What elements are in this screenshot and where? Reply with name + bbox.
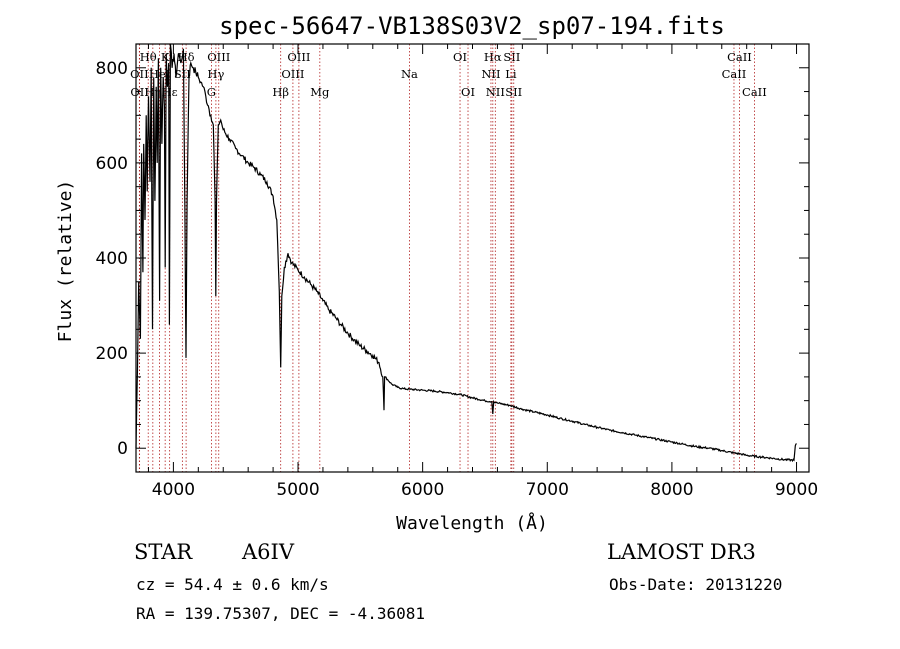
line-label: Hβ <box>272 85 289 99</box>
line-label: SII <box>503 50 520 64</box>
x-tick-label: 4000 <box>152 480 195 500</box>
line-label: OIII <box>207 50 230 64</box>
x-tick-label: 8000 <box>650 480 693 500</box>
line-label: Mg <box>310 85 330 99</box>
plot-frame <box>135 43 810 473</box>
line-label: OI <box>453 50 467 64</box>
line-label: K <box>161 50 170 64</box>
x-tick-label: 9000 <box>775 480 818 500</box>
x-tick-label: 5000 <box>276 480 319 500</box>
redshift-text: cz = 54.4 ± 0.6 km/s <box>136 575 329 594</box>
line-label: OIII <box>287 50 310 64</box>
line-label: OIII <box>281 67 304 81</box>
y-axis-label: Flux (relative) <box>55 180 76 343</box>
y-tick-label: 200 <box>96 344 128 364</box>
line-label: Li <box>505 67 517 81</box>
object-class: STAR <box>134 540 193 564</box>
x-tick-label: 6000 <box>401 480 444 500</box>
line-label: NII <box>481 67 500 81</box>
line-label: Hγ <box>207 67 224 81</box>
coordinates-text: RA = 139.75307, DEC = -4.36081 <box>136 604 425 623</box>
line-label: CaII <box>722 67 747 81</box>
y-tick-label: 400 <box>96 249 128 269</box>
y-tick-label: 800 <box>96 59 128 79</box>
line-label: OII <box>130 67 149 81</box>
line-label: CaII <box>742 85 767 99</box>
chart-title: spec-56647-VB138S03V2_sp07-194.fits <box>219 12 725 40</box>
x-axis-label: Wavelength (Å) <box>396 512 548 534</box>
spectrum-line <box>135 43 797 463</box>
y-tick-label: 0 <box>117 439 128 459</box>
obs-date: Obs-Date: 20131220 <box>609 575 782 594</box>
line-label: CaII <box>727 50 752 64</box>
object-subclass: A6IV <box>241 540 295 564</box>
line-label: SII <box>174 67 191 81</box>
line-label: Hθ <box>140 50 157 64</box>
y-tick-label: 600 <box>96 154 128 174</box>
x-tick-label: 7000 <box>526 480 569 500</box>
line-label: OI <box>461 85 475 99</box>
axis-ticks: 4000 5000 6000 7000 8000 9000 0 200 400 600 800 <box>96 43 818 500</box>
line-label: NII <box>486 85 505 99</box>
line-label: G <box>207 85 216 99</box>
line-label: Hα <box>484 50 502 64</box>
line-label: Hη <box>144 85 161 99</box>
survey-name: LAMOST DR3 <box>607 540 756 564</box>
line-label: SII <box>505 85 522 99</box>
line-label: Na <box>401 67 418 81</box>
